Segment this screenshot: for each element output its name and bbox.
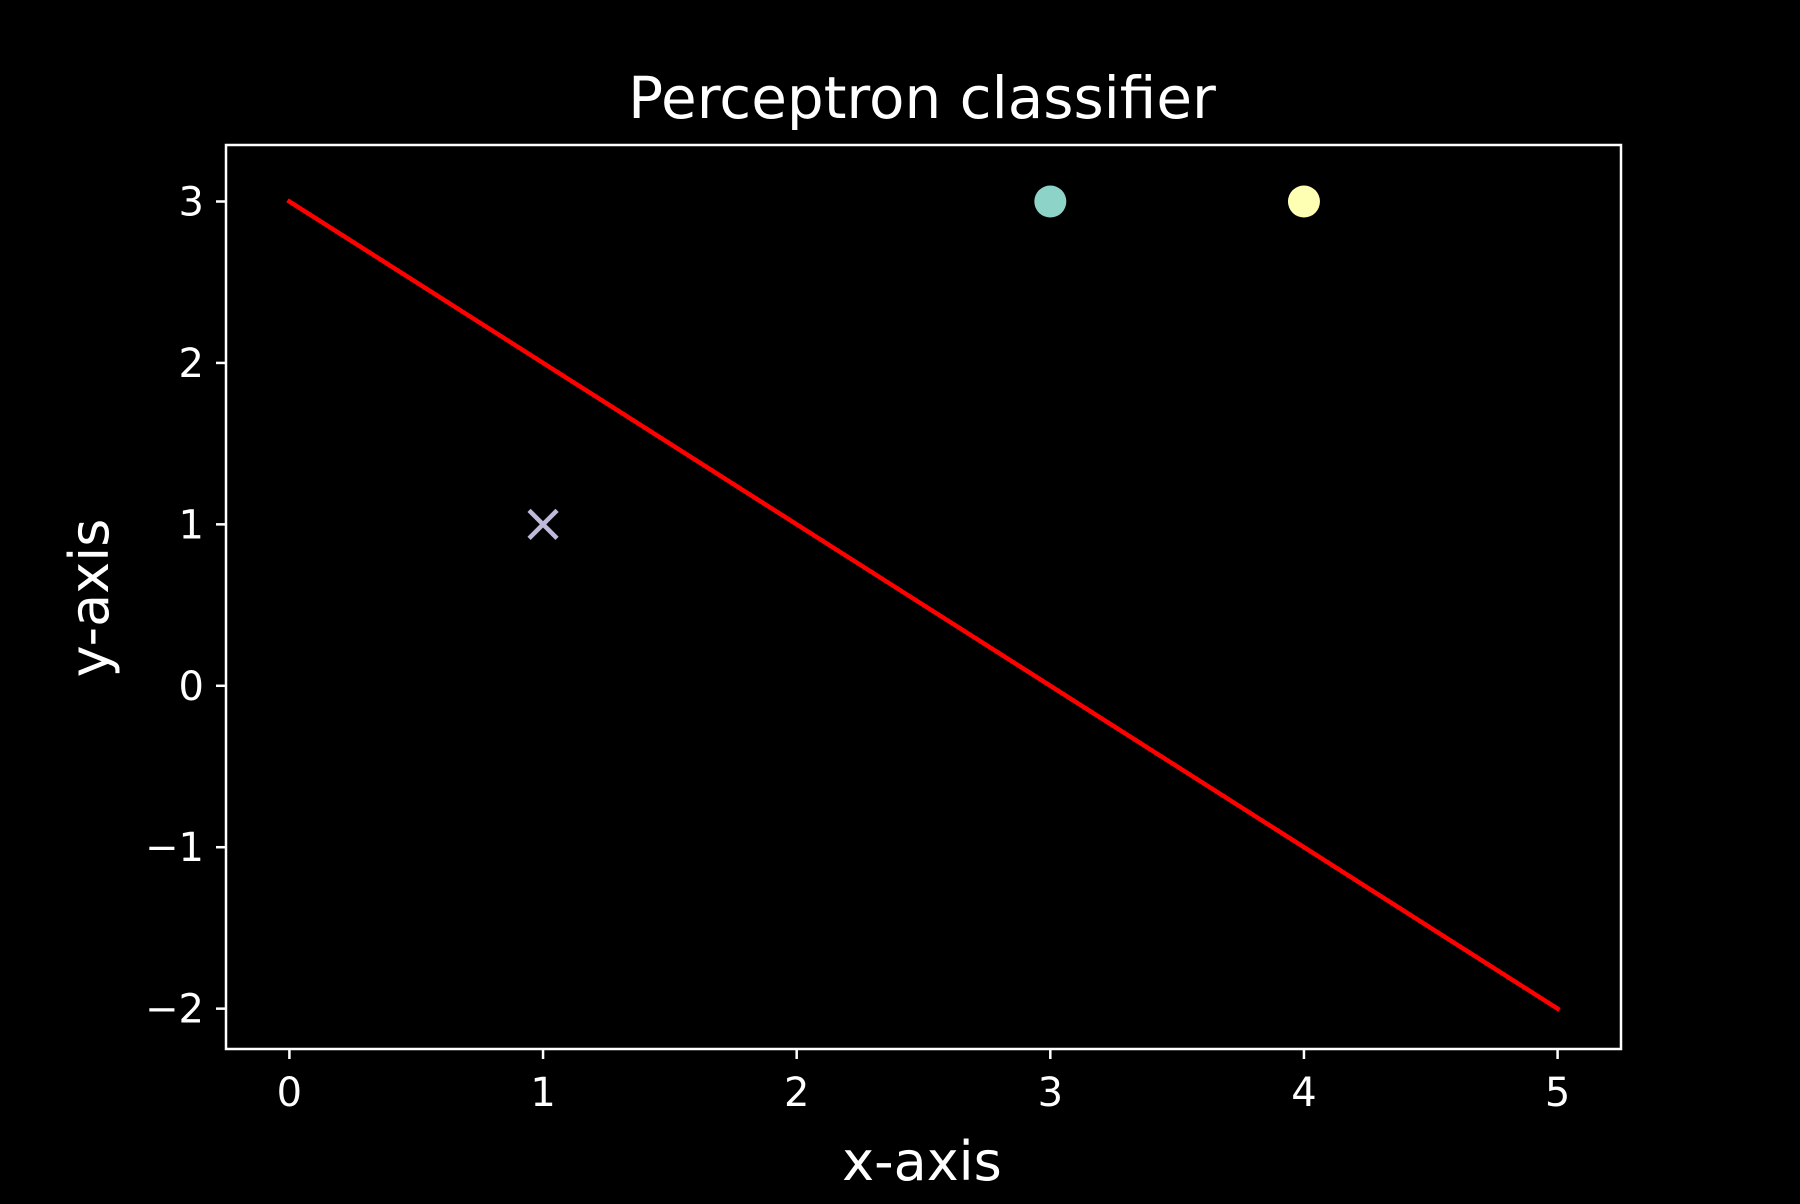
scatter-point-cross (527, 508, 559, 540)
y-tick-label: −2 (145, 987, 204, 1033)
x-axis-label: x-axis (842, 1130, 1002, 1193)
x-tick-label: 5 (1545, 1070, 1570, 1116)
y-tick-label: 1 (179, 502, 204, 548)
x-tick-label: 0 (277, 1070, 302, 1116)
chart-title: Perceptron classifier (628, 64, 1216, 132)
y-axis-label: y-axis (58, 519, 121, 678)
y-tick-label: 3 (179, 180, 204, 226)
scatter-point-circle (1034, 185, 1067, 218)
y-tick-label: 0 (179, 664, 204, 710)
scatter-point-circle (1287, 185, 1320, 218)
y-tick-label: 2 (179, 341, 204, 387)
cross-stroke (527, 508, 559, 540)
x-tick-label: 1 (530, 1070, 555, 1116)
plot-area: 0 1 2 3 4 5 −2 −1 0 1 2 3 (145, 143, 1623, 1116)
axes-frame (224, 143, 1623, 1051)
x-tick-label: 4 (1291, 1070, 1316, 1116)
y-tick-label: −1 (145, 825, 204, 871)
x-tick-label: 3 (1038, 1070, 1063, 1116)
x-tick-label: 2 (784, 1070, 809, 1116)
decision-boundary-line (286, 198, 1561, 1012)
